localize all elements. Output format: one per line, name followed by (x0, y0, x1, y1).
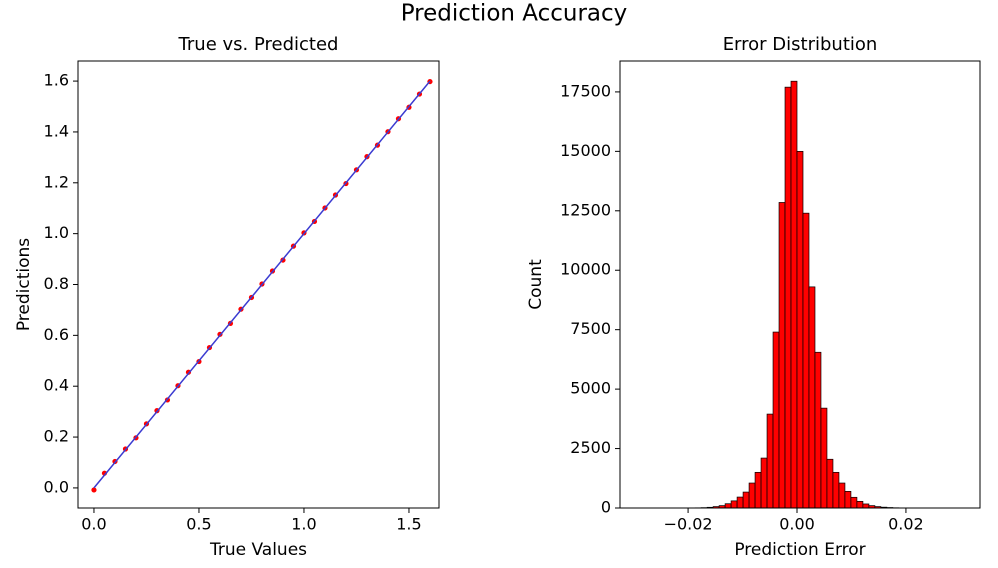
scatter-point (91, 487, 97, 493)
y-tick-label: 7500 (570, 319, 611, 338)
y-tick-label: 0.6 (44, 325, 69, 344)
y-tick-label: 0.2 (44, 427, 69, 446)
histogram-bar (790, 80, 798, 509)
figure-title: Prediction Accuracy (401, 1, 628, 27)
reference-line (93, 80, 431, 489)
y-tick-label: 15000 (560, 141, 611, 160)
histogram-bar (862, 503, 870, 509)
y-tick-label: 12500 (560, 200, 611, 219)
y-tick-label: 0.0 (44, 477, 69, 496)
x-tick-label: 0.02 (888, 515, 924, 534)
histogram-bar (772, 331, 780, 509)
y-tick-label: 2500 (570, 438, 611, 457)
histogram-bar (730, 500, 738, 509)
x-tick-label: 0.0 (81, 515, 106, 534)
histogram-bar (838, 482, 846, 509)
y-axis-label: Count (526, 259, 546, 310)
histogram-bar (760, 457, 768, 509)
histogram-bar (844, 491, 852, 509)
axes-frame (619, 60, 981, 509)
subplot-title: True vs. Predicted (178, 34, 339, 55)
histogram-bar (796, 151, 804, 509)
y-tick-label: 1.2 (44, 172, 69, 191)
y-tick-label: 5000 (570, 379, 611, 398)
subplot: −0.02 0.00 0.02 0 2500 5000 7500 10000 12500 1500… (526, 34, 981, 560)
x-axis-label: True Values (209, 540, 307, 560)
histogram-bar (814, 351, 822, 509)
subplot-title: Error Distribution (723, 34, 878, 55)
histogram-bar (724, 503, 732, 509)
histogram-bar (832, 471, 840, 509)
y-tick-label: 1.6 (44, 71, 69, 90)
y-axis-label: Predictions (14, 238, 34, 331)
histogram-bar (826, 458, 834, 509)
x-axis-label: Prediction Error (734, 540, 865, 560)
histogram-bar (856, 500, 864, 509)
y-tick-label: 0 (601, 498, 611, 517)
y-tick-label: 1.4 (44, 121, 69, 140)
y-tick-label: 10000 (560, 260, 611, 279)
histogram-bar (784, 86, 792, 509)
histogram-bar (766, 413, 774, 509)
histogram-bar (748, 482, 756, 509)
subplot: 0.0 0.5 1.0 1.5 0.0 0.2 0.4 0.6 0.8 1.0 1.2 1.4 1.6 T… (14, 34, 440, 560)
histogram-bar (820, 407, 828, 509)
y-tick-label: 0.4 (44, 376, 69, 395)
x-tick-label: 1.0 (291, 515, 316, 534)
histogram-bar (802, 212, 810, 509)
y-tick-label: 17500 (560, 81, 611, 100)
histogram-bar (850, 496, 858, 509)
x-tick-label: −0.02 (664, 515, 713, 534)
x-tick-label: 1.5 (396, 515, 421, 534)
y-tick-label: 1.0 (44, 223, 69, 242)
histogram-bar (754, 471, 762, 509)
x-tick-label: 0.5 (186, 515, 211, 534)
y-tick-label: 0.8 (44, 274, 69, 293)
histogram-bar (808, 286, 816, 509)
x-tick-label: 0.00 (779, 515, 815, 534)
histogram-bar (742, 491, 750, 509)
histogram-bar (778, 202, 786, 509)
histogram-bar (736, 496, 744, 509)
